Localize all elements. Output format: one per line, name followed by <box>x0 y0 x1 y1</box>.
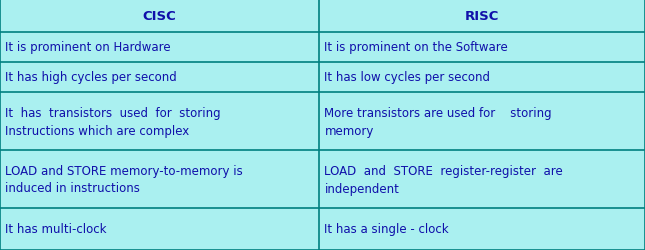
Text: RISC: RISC <box>465 10 499 23</box>
Text: CISC: CISC <box>143 10 177 23</box>
Text: It is prominent on Hardware: It is prominent on Hardware <box>5 41 171 54</box>
Text: It has high cycles per second: It has high cycles per second <box>5 71 177 84</box>
Text: LOAD  and  STORE  register-register  are
independent: LOAD and STORE register-register are ind… <box>324 164 563 195</box>
Text: It is prominent on the Software: It is prominent on the Software <box>324 41 508 54</box>
Text: It has low cycles per second: It has low cycles per second <box>324 71 490 84</box>
Text: It  has  transistors  used  for  storing
Instructions which are complex: It has transistors used for storing Inst… <box>5 106 221 137</box>
Text: More transistors are used for    storing
memory: More transistors are used for storing me… <box>324 106 552 137</box>
Text: It has multi-clock: It has multi-clock <box>5 222 106 235</box>
Text: LOAD and STORE memory-to-memory is
induced in instructions: LOAD and STORE memory-to-memory is induc… <box>5 164 243 195</box>
Text: It has a single - clock: It has a single - clock <box>324 222 449 235</box>
